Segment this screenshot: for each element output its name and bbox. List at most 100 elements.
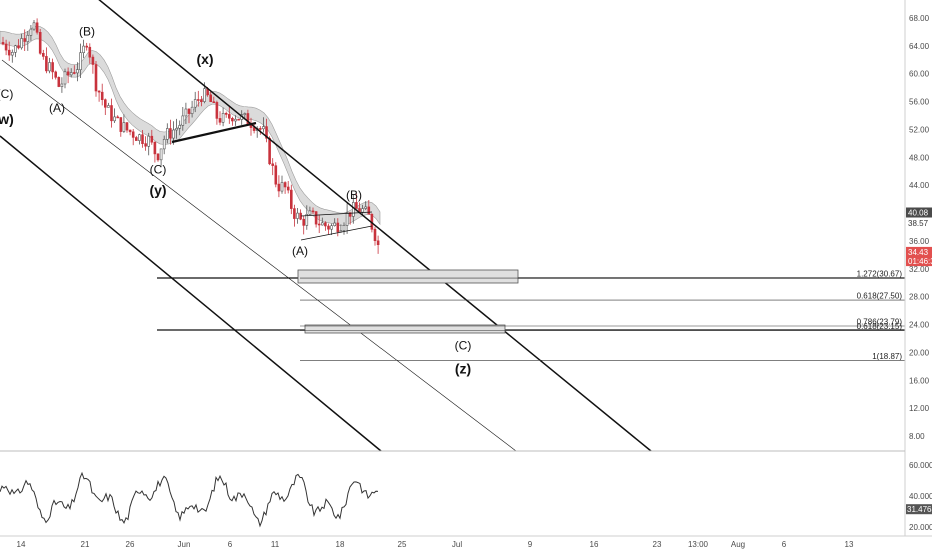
candle-body <box>277 183 281 192</box>
candle-body <box>88 46 92 58</box>
price-tick-label: 64.00 <box>909 42 930 51</box>
price-tick-label: 44.00 <box>909 181 930 190</box>
price-tick-label: 32.00 <box>909 265 930 274</box>
candle-body <box>200 99 203 102</box>
candle-body <box>212 101 216 103</box>
candle-body <box>141 134 144 144</box>
price-tick-label: 24.00 <box>909 321 930 330</box>
candle-body <box>63 71 67 85</box>
candle-body <box>221 113 225 123</box>
candle-body <box>268 137 271 165</box>
candle-body <box>128 129 132 133</box>
candle-body <box>289 189 293 209</box>
time-tick-label: 25 <box>398 540 407 549</box>
candle-body <box>79 52 82 71</box>
price-tick-label: 48.00 <box>909 153 930 162</box>
candle-body <box>345 212 349 226</box>
candle-body <box>215 102 219 119</box>
channel-line-lower <box>0 135 382 452</box>
time-tick-label: Jun <box>178 540 191 549</box>
candle-body <box>190 106 194 114</box>
fib-label: 0.618(27.50) <box>857 292 903 301</box>
price-tick-label: 68.00 <box>909 14 930 23</box>
candle-body <box>107 105 110 108</box>
candle-body <box>51 62 54 73</box>
price-tick-label: 56.00 <box>909 98 930 107</box>
indicator-tick-label: 60.0000 <box>909 461 932 470</box>
candle-body <box>38 31 42 54</box>
time-tick-label: 13 <box>845 540 854 549</box>
time-tick-label: 26 <box>126 540 135 549</box>
candle-body <box>156 153 160 161</box>
candle-body <box>116 116 119 119</box>
price-badge-label: 01:46:37 <box>908 257 932 266</box>
candle-body <box>246 113 250 126</box>
candle-body <box>305 214 309 226</box>
fib-zone-lower <box>304 324 506 334</box>
wave-label: (z) <box>455 360 471 376</box>
fib-label: 0.618(23.15) <box>857 322 903 331</box>
wave-label: (C) <box>455 339 472 353</box>
candle-body <box>169 128 172 139</box>
wave-label: (y) <box>149 182 166 198</box>
candle-body <box>1 42 5 45</box>
candle-body <box>97 90 101 93</box>
candle-body <box>147 135 150 147</box>
time-tick-label: 16 <box>590 540 599 549</box>
candle-body <box>367 206 371 215</box>
triangle-upper-line <box>300 211 373 217</box>
candle-body <box>122 122 126 132</box>
candle-body <box>193 99 197 108</box>
candle-body <box>138 134 141 141</box>
candle-body <box>364 206 368 209</box>
candle-body <box>104 99 107 108</box>
candle-body <box>361 208 364 213</box>
candle-body <box>314 211 318 225</box>
time-tick-label: Aug <box>731 540 745 549</box>
candle-body <box>175 128 178 131</box>
price-tick-label: 8.00 <box>909 432 925 441</box>
candle-body <box>265 126 268 139</box>
candle-body <box>85 45 88 48</box>
candle-body <box>355 202 358 209</box>
candle-body <box>280 182 284 192</box>
candle-body <box>376 240 380 246</box>
candle-body <box>327 225 330 230</box>
candle-body <box>228 114 231 119</box>
candle-body <box>57 77 61 87</box>
candle-body <box>153 141 157 155</box>
candle-body <box>283 182 287 188</box>
candle-body <box>113 116 116 122</box>
price-tick-label: 12.00 <box>909 404 930 413</box>
candle-body <box>159 148 163 161</box>
candle-body <box>110 105 113 122</box>
time-axis[interactable]: 14 21 26 Jun 6 11 18 25 Jul 9 16 23 13:00 Aug 6 13 <box>0 535 932 549</box>
trendline-x-wave <box>171 121 257 144</box>
price-badge <box>906 218 932 228</box>
candle-body <box>311 210 315 213</box>
candle-body <box>20 38 23 49</box>
price-tick-label: 28.00 <box>909 293 930 302</box>
wave-label: (C) <box>0 87 13 101</box>
candle-body <box>29 28 33 36</box>
fib-zone-upper <box>297 269 519 284</box>
candle-body <box>317 223 321 226</box>
wave-label: (C) <box>150 162 167 176</box>
candle-body <box>150 135 154 143</box>
candle-body <box>286 186 290 191</box>
candle-body <box>187 108 191 114</box>
candle-body <box>45 56 48 72</box>
candle-body <box>7 49 11 56</box>
wave-label: (A) <box>292 244 308 258</box>
price-axis[interactable]: 68.00 64.00 60.00 56.00 52.00 48.00 44.00 40.00… <box>904 0 932 536</box>
price-tick-label: 60.00 <box>909 70 930 79</box>
candle-body <box>342 225 346 231</box>
candle-body <box>181 115 185 126</box>
candle-body <box>231 118 234 122</box>
candle-body <box>252 127 256 131</box>
time-tick-label: 13:00 <box>688 540 709 549</box>
time-tick-label: Jul <box>452 540 462 549</box>
candle-body <box>144 143 147 147</box>
